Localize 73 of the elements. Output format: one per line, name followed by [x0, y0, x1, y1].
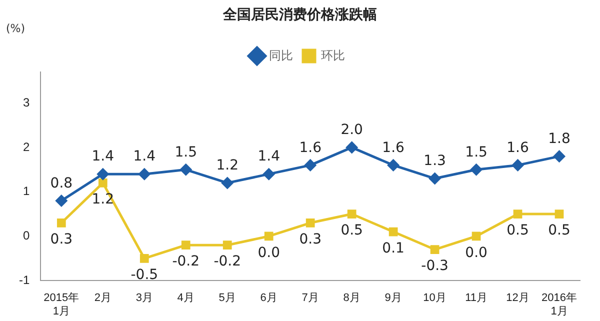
data-label: 0.1 [382, 240, 404, 256]
data-label: 2.0 [340, 122, 363, 138]
data-label: -0.2 [172, 254, 200, 270]
data-label: 1.4 [92, 148, 114, 165]
data-label: 1.4 [258, 148, 280, 165]
x-tick-label: 11月 [465, 292, 488, 304]
point [97, 168, 109, 180]
data-label: 1.4 [133, 148, 156, 165]
point [347, 210, 356, 218]
data-label: 1.6 [506, 140, 529, 156]
y-tick-label: -1 [19, 272, 30, 287]
data-label: -0.3 [421, 258, 448, 274]
point [56, 194, 68, 206]
x-tick-label: 12月 [506, 292, 530, 304]
y-tick-label: 1 [22, 184, 30, 198]
point [222, 240, 232, 250]
data-label: 1.5 [465, 144, 488, 160]
point [181, 240, 190, 250]
x-tick-label: 2015年 1月 [44, 292, 80, 318]
x-tick-label: 2016年 1月 [542, 292, 577, 318]
data-label: 1.3 [424, 153, 446, 170]
point [304, 159, 316, 171]
point [180, 164, 192, 176]
data-label: 1.2 [216, 158, 238, 174]
legend-label: 环比 [321, 48, 345, 62]
y-tick-label: 3 [22, 95, 30, 110]
point [222, 177, 234, 189]
data-label: 0.3 [50, 232, 73, 248]
x-tick-label: 6月 [260, 292, 278, 304]
point [554, 210, 564, 218]
x-tick-label: 5月 [218, 292, 236, 304]
data-label: 1.6 [299, 140, 322, 156]
point [263, 168, 275, 180]
x-tick-label: 9月 [384, 292, 402, 304]
point [388, 159, 400, 171]
point [512, 159, 524, 171]
point [306, 218, 315, 228]
x-tick-label: 10月 [423, 292, 446, 304]
data-label: 1.6 [382, 140, 405, 156]
point [98, 178, 108, 188]
y-tick-label: 2 [22, 140, 30, 154]
point [138, 168, 150, 180]
legend-label: 同比 [269, 48, 293, 62]
x-tick-label: 2月 [94, 292, 112, 304]
data-label: -0.5 [130, 267, 158, 284]
chart-title: 全国居民消费价格涨跌幅 [223, 7, 377, 23]
point [56, 218, 66, 228]
y-tick-label: 0 [22, 228, 30, 243]
point [429, 172, 441, 184]
point [430, 245, 440, 254]
data-label: -0.2 [214, 254, 242, 270]
data-label: 0.5 [340, 222, 363, 239]
point [470, 164, 482, 176]
data-label: 0.0 [465, 244, 488, 261]
y-axis-title: (%) [6, 22, 26, 35]
point [513, 210, 522, 218]
data-label: 0.8 [50, 175, 73, 192]
point [554, 150, 566, 162]
x-tick-label: 7月 [302, 292, 319, 304]
point [346, 142, 358, 154]
data-label: 0.5 [506, 222, 529, 239]
point [472, 232, 481, 241]
data-label: 0.5 [548, 222, 570, 239]
point [388, 227, 398, 236]
data-label: 1.8 [548, 130, 570, 147]
x-tick-label: 4月 [177, 292, 194, 304]
data-label: 0.0 [258, 244, 280, 261]
x-tick-label: 8月 [343, 292, 360, 304]
data-label: 1.5 [174, 144, 198, 160]
point [264, 232, 274, 241]
x-tick-label: 3月 [136, 292, 153, 304]
point [140, 254, 149, 263]
data-label: 0.3 [299, 232, 322, 248]
